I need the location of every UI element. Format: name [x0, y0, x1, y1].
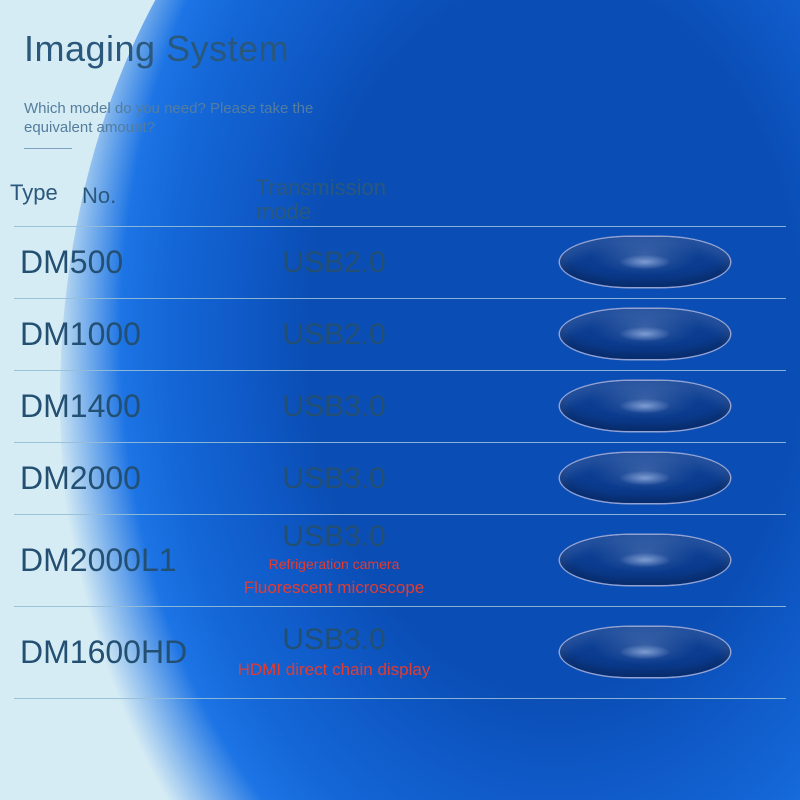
model-cell: DM1400	[14, 388, 214, 425]
mode-main: USB3.0	[214, 462, 454, 496]
mode-cell: USB2.0	[214, 318, 454, 352]
mode-sub: Refrigeration camera	[214, 554, 454, 575]
mode-sub: Fluorescent microscope	[214, 575, 454, 601]
model-cell: DM1000	[14, 316, 214, 353]
mode-main: USB3.0	[214, 623, 454, 657]
page-title: Imaging System	[24, 28, 289, 70]
sample-dish-icon	[550, 370, 740, 442]
model-cell: DM2000L1	[14, 542, 214, 579]
column-header-mode-line1: Transmissionmode	[256, 176, 386, 224]
mode-sub: HDMI direct chain display	[214, 657, 454, 683]
sample-dish-icon	[550, 226, 740, 298]
mode-cell: USB3.0 HDMI direct chain display	[214, 623, 454, 683]
sample-dish-icon	[550, 298, 740, 370]
page-subheading: Which model do you need? Please take the…	[24, 100, 324, 138]
column-header-type: Type	[10, 180, 58, 206]
sample-dish-icon	[550, 442, 740, 514]
subheading-rule	[24, 148, 72, 149]
mode-cell: USB3.0 Refrigeration camera Fluorescent …	[214, 520, 454, 601]
model-cell: DM1600HD	[14, 634, 214, 671]
sample-dish-icon	[550, 514, 740, 606]
mode-main: USB2.0	[214, 246, 454, 280]
page: Imaging System Which model do you need? …	[0, 0, 800, 800]
mode-cell: USB2.0	[214, 246, 454, 280]
sample-image-column	[550, 226, 740, 698]
sample-dish-icon	[550, 606, 740, 698]
column-header-no: No.	[82, 183, 116, 209]
mode-main: USB3.0	[214, 520, 454, 554]
model-cell: DM500	[14, 244, 214, 281]
mode-cell: USB3.0	[214, 462, 454, 496]
mode-cell: USB3.0	[214, 390, 454, 424]
mode-main: USB3.0	[214, 390, 454, 424]
mode-main: USB2.0	[214, 318, 454, 352]
column-header-mode: Transmissionmode	[256, 176, 386, 224]
model-cell: DM2000	[14, 460, 214, 497]
